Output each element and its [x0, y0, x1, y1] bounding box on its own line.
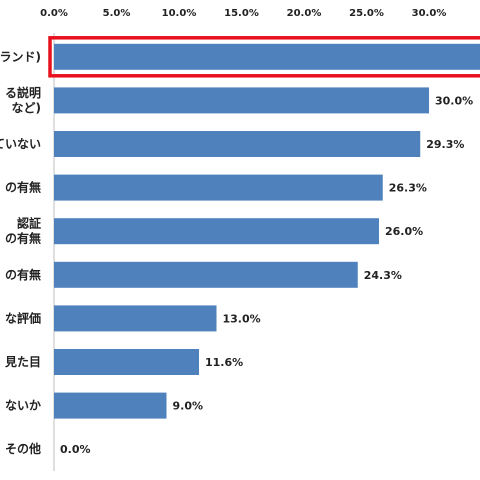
- category-label: 認証: [17, 216, 41, 231]
- value-label: 26.0%: [385, 225, 423, 238]
- category-label: の有無: [5, 180, 41, 195]
- value-label: 9.0%: [173, 400, 204, 413]
- category-label: の有無: [5, 267, 41, 282]
- value-label: 13.0%: [223, 312, 261, 325]
- bar: [54, 174, 383, 201]
- bar: [54, 261, 358, 288]
- bar: [54, 349, 199, 375]
- x-tick-label: 20.0%: [287, 8, 322, 19]
- x-tick-label: 5.0%: [103, 8, 131, 19]
- x-tick-label: 0.0%: [40, 8, 68, 19]
- bar: [54, 87, 429, 114]
- value-label: 30.0%: [435, 94, 473, 107]
- highlight-box: [48, 36, 480, 78]
- x-tick-label: 15.0%: [224, 8, 259, 19]
- category-label: その他: [5, 441, 41, 456]
- x-tick-label: 25.0%: [349, 8, 384, 19]
- value-label: 26.3%: [389, 182, 427, 195]
- category-label: な評価: [5, 310, 41, 325]
- category-label: ランド): [0, 50, 41, 64]
- category-label: の有無: [5, 231, 41, 246]
- x-tick-label: 30.0%: [412, 8, 447, 19]
- x-tick-label: 10.0%: [162, 8, 197, 19]
- bar: [54, 305, 217, 332]
- category-label: る説明: [5, 85, 41, 100]
- value-label: 24.3%: [364, 269, 402, 282]
- bar: [54, 43, 480, 70]
- value-label: 29.3%: [426, 138, 464, 151]
- bar: [54, 392, 167, 419]
- category-label: 見た目: [4, 354, 41, 369]
- category-label: ないか: [5, 399, 41, 413]
- category-label: など): [12, 101, 42, 115]
- bar: [54, 218, 379, 245]
- category-label: ていない: [0, 137, 41, 151]
- bar: [54, 131, 421, 157]
- value-label: 11.6%: [205, 356, 243, 369]
- value-label: 0.0%: [60, 443, 91, 456]
